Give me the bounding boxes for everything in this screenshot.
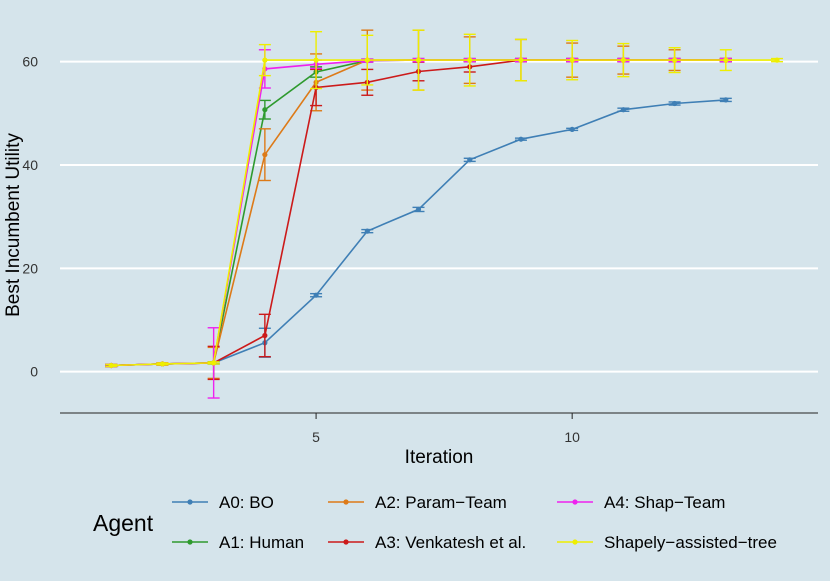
data-point bbox=[313, 292, 319, 298]
series-line bbox=[111, 59, 726, 367]
data-point bbox=[671, 100, 678, 107]
data-point bbox=[467, 57, 473, 63]
legend-key-point bbox=[343, 539, 349, 545]
data-point bbox=[415, 206, 422, 213]
series-group bbox=[105, 57, 732, 369]
legend-label: A0: BO bbox=[219, 493, 274, 512]
data-point bbox=[723, 97, 729, 103]
data-point bbox=[569, 57, 575, 63]
data-point bbox=[159, 361, 166, 367]
data-point bbox=[620, 107, 626, 113]
legend-label: Shapely−assisted−tree bbox=[604, 533, 777, 552]
legend-key-point bbox=[572, 539, 578, 545]
data-point bbox=[723, 57, 729, 63]
y-tick-label: 40 bbox=[22, 157, 38, 173]
data-point bbox=[313, 57, 319, 63]
legend-item: Shapely−assisted−tree bbox=[557, 533, 777, 552]
data-point bbox=[620, 57, 626, 63]
legend-title: Agent bbox=[93, 510, 154, 536]
y-axis-label: Best Incumbent Utility bbox=[3, 133, 24, 317]
tick-labels: 0 20 40 60 5 10 bbox=[22, 54, 580, 445]
data-point bbox=[467, 157, 473, 163]
grid bbox=[60, 60, 818, 373]
legend: A0: BO A1: Human A2: Param−Team A3: Venkate… bbox=[172, 493, 777, 552]
y-tick-label: 60 bbox=[22, 54, 38, 70]
legend-key-point bbox=[343, 499, 349, 505]
series-line bbox=[111, 99, 726, 367]
legend-key-point bbox=[187, 539, 193, 545]
series-group bbox=[105, 49, 732, 399]
legend-key-point bbox=[572, 499, 578, 505]
y-tick-label: 0 bbox=[30, 364, 38, 380]
data-point bbox=[415, 57, 422, 63]
series-group bbox=[105, 57, 732, 381]
series-group bbox=[105, 29, 784, 369]
x-axis-label: Iteration bbox=[405, 447, 474, 468]
x-tick-label: 5 bbox=[312, 429, 320, 445]
series-line bbox=[111, 59, 726, 367]
legend-label: A3: Venkatesh et al. bbox=[375, 533, 526, 552]
legend-item: A0: BO bbox=[172, 493, 274, 512]
legend-item: A4: Shap−Team bbox=[557, 493, 725, 512]
x-tick-label: 10 bbox=[564, 429, 580, 445]
data-point bbox=[262, 107, 268, 113]
y-tick-label: 20 bbox=[22, 260, 38, 276]
data-point bbox=[262, 332, 268, 339]
legend-item: A1: Human bbox=[172, 533, 304, 552]
data-point bbox=[364, 57, 370, 63]
data-point bbox=[211, 360, 217, 366]
series-line bbox=[111, 59, 726, 367]
data-point bbox=[569, 126, 575, 132]
legend-item: A3: Venkatesh et al. bbox=[328, 533, 526, 552]
legend-item: A2: Param−Team bbox=[328, 493, 507, 512]
data-point bbox=[262, 57, 268, 63]
data-point bbox=[518, 57, 524, 63]
data-point bbox=[774, 57, 780, 63]
data-point bbox=[364, 228, 370, 234]
series bbox=[105, 29, 784, 399]
data-point bbox=[671, 57, 678, 63]
series-group bbox=[105, 97, 732, 369]
series-line bbox=[111, 59, 777, 367]
legend-label: A4: Shap−Team bbox=[604, 493, 725, 512]
data-point bbox=[108, 362, 114, 369]
data-point bbox=[518, 136, 524, 142]
data-point bbox=[262, 152, 268, 158]
legend-label: A2: Param−Team bbox=[375, 493, 507, 512]
legend-key-point bbox=[187, 499, 193, 505]
series-line bbox=[111, 59, 726, 367]
legend-label: A1: Human bbox=[219, 533, 304, 552]
